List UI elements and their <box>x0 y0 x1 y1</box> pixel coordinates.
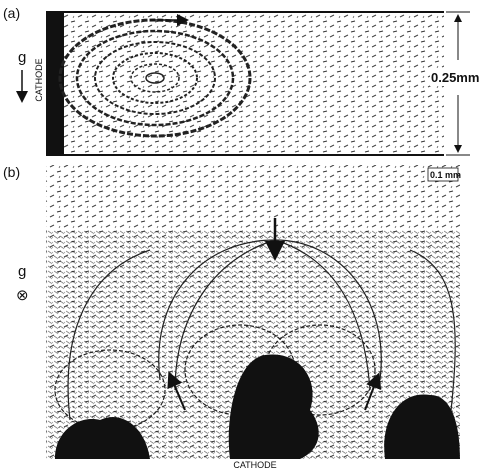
electrode-label: CATHODE <box>34 58 44 101</box>
electrode-label: CATHODE <box>233 460 276 470</box>
panel-label: (b) <box>3 164 20 180</box>
scale-label: 0.1 mm <box>430 170 461 180</box>
dim-backdrop <box>430 68 484 86</box>
panel-label: (a) <box>3 5 20 21</box>
gravity-label: g <box>18 263 26 280</box>
cathode <box>46 12 64 155</box>
scale-box <box>427 167 459 182</box>
deposits <box>55 354 460 459</box>
panel-a: (a) g CATHODE 0.25mm <box>3 5 484 156</box>
flow-arrow <box>364 372 382 411</box>
flow-arrow <box>167 371 186 411</box>
dimension-label: 0.25mm <box>431 70 479 85</box>
gravity-symbol: ⊗ <box>16 287 29 304</box>
flow-loops <box>54 239 456 431</box>
panel-b: (b) 0.1 mm g ⊗ CATHODE <box>3 164 461 470</box>
gravity-label: g <box>18 49 26 66</box>
flow-region <box>46 12 444 155</box>
